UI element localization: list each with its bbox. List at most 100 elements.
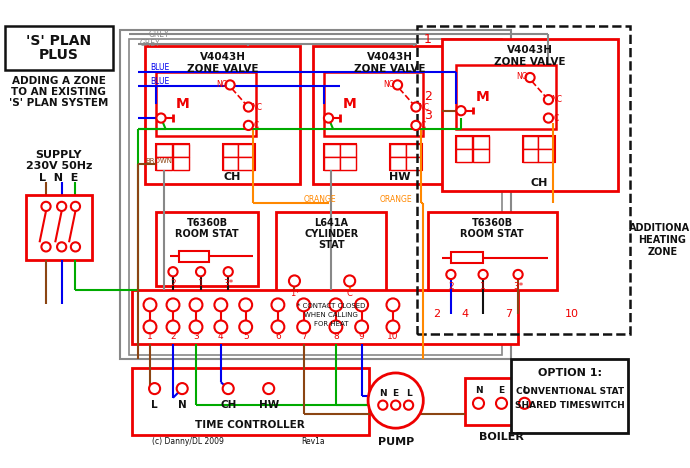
Text: 5: 5: [243, 332, 248, 341]
Bar: [157, 212, 257, 285]
Text: ORANGE: ORANGE: [304, 195, 337, 204]
Text: NC: NC: [251, 102, 262, 111]
Text: 3: 3: [424, 109, 432, 122]
Bar: [223, 144, 255, 169]
Text: 10: 10: [387, 332, 399, 341]
Text: STAT: STAT: [318, 240, 344, 250]
Bar: [538, 137, 554, 149]
Text: CH: CH: [220, 400, 237, 410]
Circle shape: [496, 398, 507, 409]
Circle shape: [57, 242, 66, 251]
Text: ORANGE: ORANGE: [380, 195, 412, 204]
Circle shape: [215, 321, 227, 333]
Bar: [324, 144, 339, 157]
Text: HW: HW: [259, 400, 279, 410]
Circle shape: [196, 267, 205, 276]
Bar: [238, 157, 254, 169]
Circle shape: [513, 270, 522, 279]
Text: HEATING: HEATING: [639, 235, 687, 245]
Text: PLUS: PLUS: [39, 49, 79, 63]
Text: HW: HW: [388, 172, 410, 182]
Text: 1: 1: [198, 279, 204, 288]
Circle shape: [386, 321, 400, 333]
Text: BOILER: BOILER: [479, 432, 524, 442]
Circle shape: [446, 270, 455, 279]
Text: 4: 4: [461, 309, 469, 319]
Text: L641A: L641A: [314, 218, 348, 228]
Bar: [157, 144, 172, 157]
Bar: [119, 29, 511, 359]
Circle shape: [355, 299, 368, 311]
Text: CH: CH: [223, 172, 241, 182]
Bar: [173, 157, 188, 169]
Text: NO: NO: [216, 80, 228, 88]
Text: NC: NC: [419, 102, 430, 111]
Text: * CONTACT CLOSED: * CONTACT CLOSED: [297, 303, 366, 309]
Text: 1: 1: [480, 282, 486, 291]
Circle shape: [190, 321, 202, 333]
Text: ROOM STAT: ROOM STAT: [460, 229, 524, 239]
Circle shape: [41, 202, 50, 211]
Circle shape: [149, 383, 160, 394]
Bar: [132, 368, 369, 435]
Circle shape: [525, 73, 535, 82]
Text: ZONE VALVE: ZONE VALVE: [494, 57, 566, 67]
Text: CYLINDER: CYLINDER: [304, 229, 358, 239]
Circle shape: [263, 383, 274, 394]
Bar: [538, 149, 554, 162]
Text: (c) Danny/DL 2009: (c) Danny/DL 2009: [152, 438, 224, 446]
Text: E: E: [498, 386, 504, 395]
Bar: [456, 149, 472, 162]
Bar: [324, 157, 339, 169]
Bar: [324, 72, 423, 137]
Text: ADDITIONAL: ADDITIONAL: [629, 224, 690, 234]
Circle shape: [456, 106, 466, 115]
Bar: [456, 137, 489, 162]
Circle shape: [144, 321, 157, 333]
Circle shape: [244, 102, 253, 111]
Bar: [442, 39, 618, 191]
Text: GREY: GREY: [149, 30, 170, 39]
Circle shape: [166, 299, 179, 311]
Circle shape: [157, 113, 166, 123]
Text: 10: 10: [564, 309, 578, 319]
Text: GREY: GREY: [140, 39, 161, 48]
Circle shape: [244, 121, 253, 130]
Text: C: C: [347, 289, 353, 298]
Circle shape: [355, 321, 368, 333]
Bar: [313, 46, 467, 184]
Text: M: M: [343, 97, 357, 111]
Bar: [146, 46, 300, 184]
Bar: [324, 144, 356, 169]
Text: 3: 3: [193, 332, 199, 341]
Bar: [473, 149, 489, 162]
Bar: [451, 252, 483, 263]
Text: 7: 7: [505, 309, 513, 319]
Circle shape: [519, 398, 530, 409]
Bar: [238, 144, 254, 157]
Text: BLUE: BLUE: [150, 77, 169, 86]
Bar: [223, 144, 238, 157]
Text: 7: 7: [301, 332, 306, 341]
Text: C: C: [553, 114, 558, 123]
Circle shape: [411, 102, 420, 111]
Text: BROWN: BROWN: [146, 158, 172, 164]
Text: N: N: [178, 400, 186, 410]
Text: NO: NO: [516, 72, 528, 81]
Text: PUMP: PUMP: [377, 437, 414, 447]
Bar: [428, 212, 557, 290]
Text: ROOM STAT: ROOM STAT: [175, 229, 239, 239]
Circle shape: [271, 299, 284, 311]
Bar: [522, 137, 538, 149]
Circle shape: [404, 401, 413, 410]
Bar: [223, 157, 238, 169]
Text: 'S' PLAN SYSTEM: 'S' PLAN SYSTEM: [9, 98, 108, 108]
Circle shape: [224, 267, 233, 276]
Circle shape: [344, 275, 355, 286]
Bar: [179, 250, 209, 262]
Circle shape: [544, 113, 553, 123]
Text: OPTION 1:: OPTION 1:: [538, 368, 602, 378]
Text: Rev1a: Rev1a: [301, 438, 325, 446]
Text: M: M: [475, 90, 489, 104]
Circle shape: [473, 398, 484, 409]
